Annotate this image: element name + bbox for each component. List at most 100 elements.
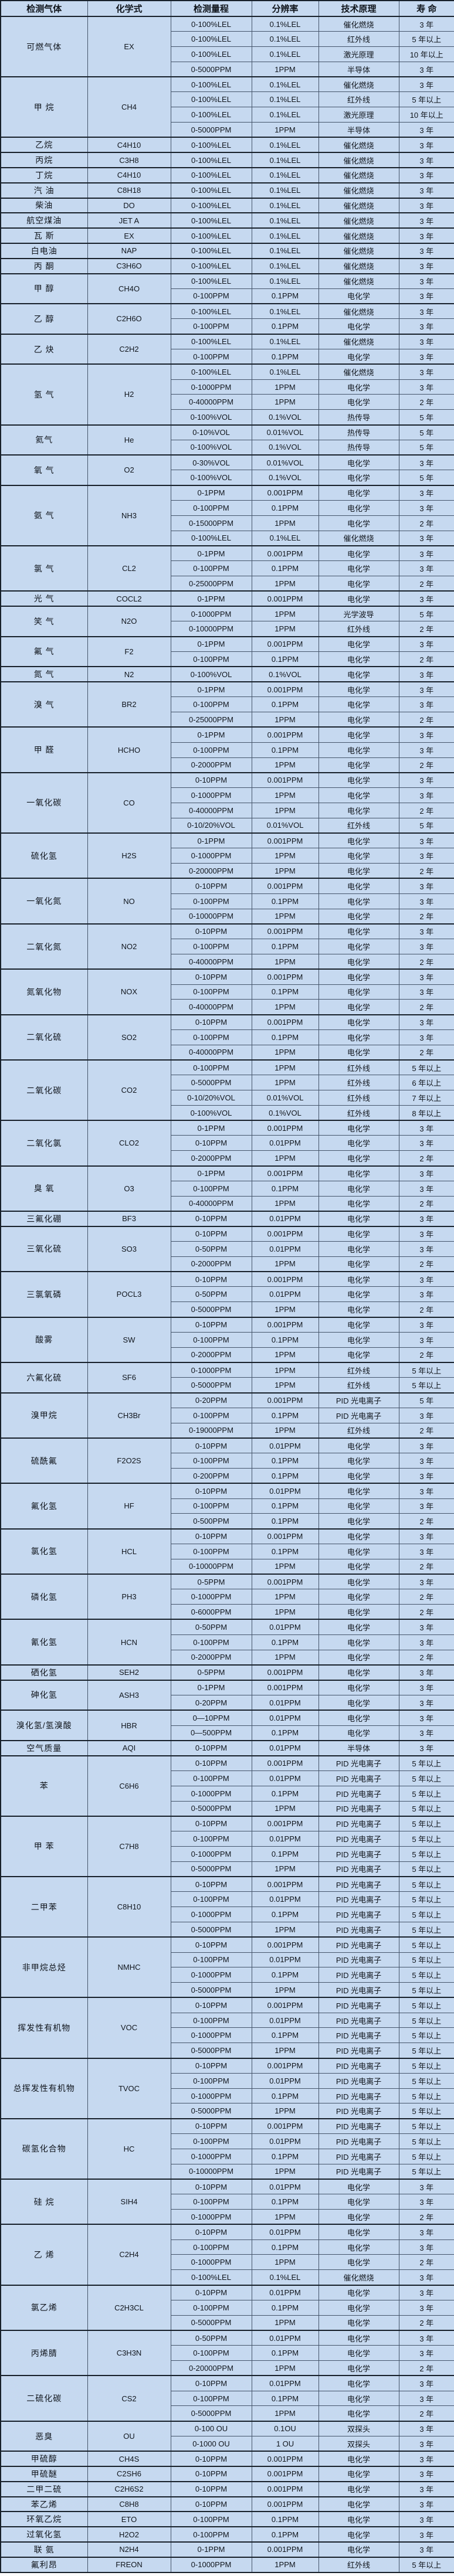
lifetime-cell: 2 年 xyxy=(398,863,454,879)
table-row: 环氧乙烷 ETO 0-100PPM 0.1PPM 电化学 3 年 xyxy=(0,2511,454,2527)
lifetime-cell: 2 年 xyxy=(398,953,454,970)
principle-cell: 红外线 xyxy=(318,817,399,834)
resolution-cell: 0.001PPM xyxy=(251,923,319,940)
chemical-formula-cell: SW xyxy=(87,1316,171,1363)
lifetime-cell: 2 年 xyxy=(398,999,454,1015)
gas-name-cell: 溴 气 xyxy=(0,681,88,728)
gas-name-cell: 六氟化硫 xyxy=(0,1361,88,1394)
range-cell: 0-100%LEL xyxy=(170,227,252,244)
lifetime-cell: 3 年 xyxy=(398,984,454,1000)
principle-cell: PID 光电离子 xyxy=(318,1815,399,1832)
range-cell: 0-100%LEL xyxy=(170,333,252,350)
table-row: 甲硫醇 CH4S 0-10PPM 0.001PPM 电化学 3 年 xyxy=(0,2451,454,2467)
resolution-cell: 0.1PPM xyxy=(251,939,319,954)
table-row: 0-100PPM 0.01PPM PID 光电离子 5 年以上 xyxy=(1,1831,454,1847)
lifetime-cell: 2 年 xyxy=(398,394,454,410)
range-cell: 0-1000PPM xyxy=(170,1785,252,1802)
range-cell: 0-40000PPM xyxy=(170,999,252,1015)
principle-cell: 电化学 xyxy=(318,2526,399,2543)
resolution-cell: 0.1%LEL xyxy=(251,152,319,168)
resolution-cell: 0.001PPM xyxy=(251,968,319,985)
resolution-cell: 0.01PPM xyxy=(251,1135,319,1151)
principle-cell: 催化燃烧 xyxy=(318,273,399,289)
lifetime-cell: 3 年 xyxy=(398,1210,454,1227)
table-row: 乙烷 C4H10 0-100%LEL 0.1%LEL 催化燃烧 3 年 xyxy=(0,137,454,153)
lifetime-cell: 5 年以上 xyxy=(398,1861,454,1877)
resolution-cell: 0.01PPM xyxy=(251,1483,319,1499)
range-cell: 0-5000PPM xyxy=(170,2315,252,2331)
principle-cell: 激光原理 xyxy=(318,107,399,123)
range-cell: 0-1PPM xyxy=(170,1120,252,1136)
principle-cell: 催化燃烧 xyxy=(318,212,399,229)
lifetime-cell: 3 年 xyxy=(398,2329,454,2346)
lifetime-cell: 8 年以上 xyxy=(398,1105,454,1121)
range-cell: 0—10PPM xyxy=(170,1710,252,1726)
principle-cell: 红外线 xyxy=(318,31,399,47)
table-row: 0-10PPM 0.01PPM 电化学 3 年 xyxy=(1,1135,454,1151)
principle-cell: 电化学 xyxy=(318,394,399,410)
chemical-formula-cell: HF xyxy=(87,1483,171,1530)
principle-cell: 电化学 xyxy=(318,787,399,803)
principle-cell: 红外线 xyxy=(318,1059,399,1076)
resolution-cell: 0.001PPM xyxy=(251,832,319,849)
table-row: 瓦 斯 EX 0-100%LEL 0.1%LEL 催化燃烧 3 年 xyxy=(0,227,454,244)
resolution-cell: 0.1PPM xyxy=(251,500,319,516)
resolution-cell: 0.1PPM xyxy=(251,2345,319,2361)
gas-name-cell: 一氧化氮 xyxy=(0,878,88,925)
lifetime-cell: 3 年 xyxy=(398,1694,454,1711)
lifetime-cell: 3 年 xyxy=(398,2420,454,2436)
resolution-cell: 0.01PPM xyxy=(251,2329,319,2346)
range-cell: 0-1000PPM xyxy=(170,2556,252,2573)
table-row: 磷化氢 PH3 0-5PPM 0.001PPM 电化学 3 年 xyxy=(0,1574,454,1620)
range-cell: 0-100%LEL xyxy=(170,197,252,213)
principle-cell: 电化学 xyxy=(318,1483,399,1499)
table-row: 0-19000PPM 1PPM 红外线 2 年 xyxy=(1,1422,454,1439)
lifetime-cell: 3 年 xyxy=(398,1331,454,1348)
principle-cell: PID 光电离子 xyxy=(318,2027,399,2044)
principle-cell: 催化燃烧 xyxy=(318,333,399,350)
principle-cell: 电化学 xyxy=(318,470,399,486)
principle-cell: 电化学 xyxy=(318,908,399,925)
chemical-formula-cell: He xyxy=(87,424,171,456)
principle-cell: 电化学 xyxy=(318,802,399,818)
resolution-cell: 0.1PPM xyxy=(251,1453,319,1469)
range-cell: 0-100PPM xyxy=(170,1498,252,1514)
principle-cell: 电化学 xyxy=(318,2194,399,2210)
range-cell: 0-5000PPM xyxy=(170,1861,252,1877)
lifetime-cell: 5 年以上 xyxy=(398,1876,454,1892)
chemical-formula-cell: F2 xyxy=(87,635,171,667)
principle-cell: 热传导 xyxy=(318,424,399,440)
chemical-formula-cell: C2H6O xyxy=(87,303,171,335)
table-row: 0-100PPM 0.1PPM 电化学 3 年 xyxy=(1,2345,454,2361)
principle-cell: 红外线 xyxy=(318,1090,399,1106)
chemical-formula-cell: CH4S xyxy=(87,2451,171,2467)
table-row: 0-100%VOL 0.1%VOL 热传导 5 年 xyxy=(1,409,454,426)
table-row: 0-10/20%VOL 0.01%VOL 红外线 5 年 xyxy=(1,817,454,834)
table-row: 0-100PPM 0.1PPM 电化学 3 年 xyxy=(1,1029,454,1045)
table-row: 0-5000PPM 1PPM 电化学 2 年 xyxy=(1,1301,454,1318)
resolution-cell: 1PPM xyxy=(251,575,319,592)
lifetime-cell: 3 年 xyxy=(398,681,454,698)
range-cell: 0-100PPM xyxy=(170,2194,252,2210)
table-row: 甲硫醚 C2SH6 0-10PPM 0.001PPM 电化学 3 年 xyxy=(0,2466,454,2482)
chemical-formula-cell: HBR xyxy=(87,1710,171,1741)
principle-cell: 电化学 xyxy=(318,1241,399,1257)
chemical-formula-cell: C2H3CL xyxy=(87,2284,171,2331)
lifetime-cell: 6 年以上 xyxy=(398,1075,454,1091)
principle-cell: PID 光电离子 xyxy=(318,2057,399,2074)
range-cell: 0-10PPM xyxy=(170,2466,252,2482)
range-cell: 0-100PPM xyxy=(170,742,252,758)
resolution-cell: 0.01PPM xyxy=(251,1286,319,1303)
lifetime-cell: 3 年 xyxy=(398,1286,454,1303)
lifetime-cell: 3 年 xyxy=(398,1498,454,1514)
lifetime-cell: 3 年 xyxy=(398,2224,454,2240)
table-row: 氰化氢 HCN 0-50PPM 0.01PPM 电化学 3 年 xyxy=(0,1619,454,1666)
table-row: 二甲苯 C8H10 0-10PPM 0.001PPM PID 光电离子 5 年以上 xyxy=(0,1876,454,1938)
lifetime-cell: 3 年 xyxy=(398,1468,454,1484)
resolution-cell: 1PPM xyxy=(251,394,319,410)
range-cell: 0-1000PPM xyxy=(170,2254,252,2271)
range-cell: 0-10PPM xyxy=(170,772,252,789)
resolution-cell: 1PPM xyxy=(251,1921,319,1938)
range-cell: 0-40000PPM xyxy=(170,953,252,970)
resolution-cell: 0.1%LEL xyxy=(251,31,319,47)
